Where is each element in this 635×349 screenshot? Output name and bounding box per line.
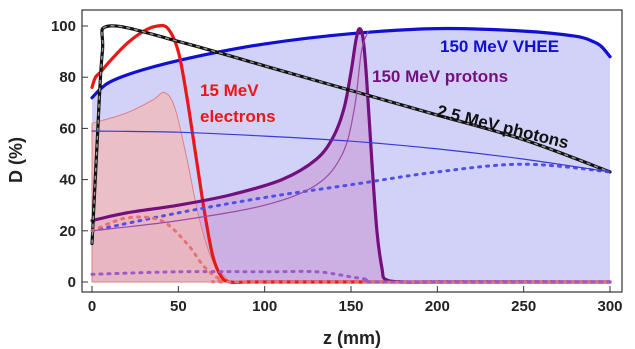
x-tick-label: 200	[425, 298, 450, 315]
plot-frame	[81, 9, 623, 293]
x-tick-label: 250	[511, 298, 536, 315]
series-4-line	[90, 162, 612, 233]
150-mev-protons-line	[90, 27, 612, 284]
annotation-electrons-energy: 15 MeV	[200, 81, 259, 100]
2-5-mev-photons-overlay	[91, 25, 611, 244]
y-tick-label: 0	[68, 274, 76, 291]
y-tick-label: 20	[59, 223, 76, 240]
y-tick-label: 80	[59, 69, 76, 86]
150-mev-vhee-line	[90, 26, 612, 100]
y-axis-title: D (%)	[6, 137, 26, 183]
series-5-line	[90, 215, 612, 284]
area-fills	[91, 28, 610, 283]
axis-ticks: 0 50 100 150 200 250 300 0 20 40 60 80 100	[51, 18, 623, 315]
x-axis-title: z (mm)	[323, 328, 381, 348]
annotation-electrons-label: electrons	[200, 107, 276, 126]
x-tick-label: 0	[88, 298, 96, 315]
series-7-area	[91, 91, 232, 283]
series-6-line	[90, 269, 612, 284]
x-tick-label: 100	[252, 298, 277, 315]
150-mev-protons-fill	[92, 28, 610, 283]
y-tick-label: 60	[59, 120, 76, 137]
x-tick-label: 300	[597, 298, 622, 315]
y-tick-label: 40	[59, 172, 76, 189]
x-tick-label: 150	[338, 298, 363, 315]
annotation-vhee: 150 MeV VHEE	[440, 37, 559, 56]
series-9-line	[91, 130, 611, 173]
annotation-protons: 150 MeV protons	[372, 67, 508, 86]
y-tick-label: 100	[51, 18, 76, 35]
x-tick-label: 50	[170, 298, 187, 315]
series-lines	[90, 23, 612, 284]
series-8-line	[91, 30, 369, 232]
